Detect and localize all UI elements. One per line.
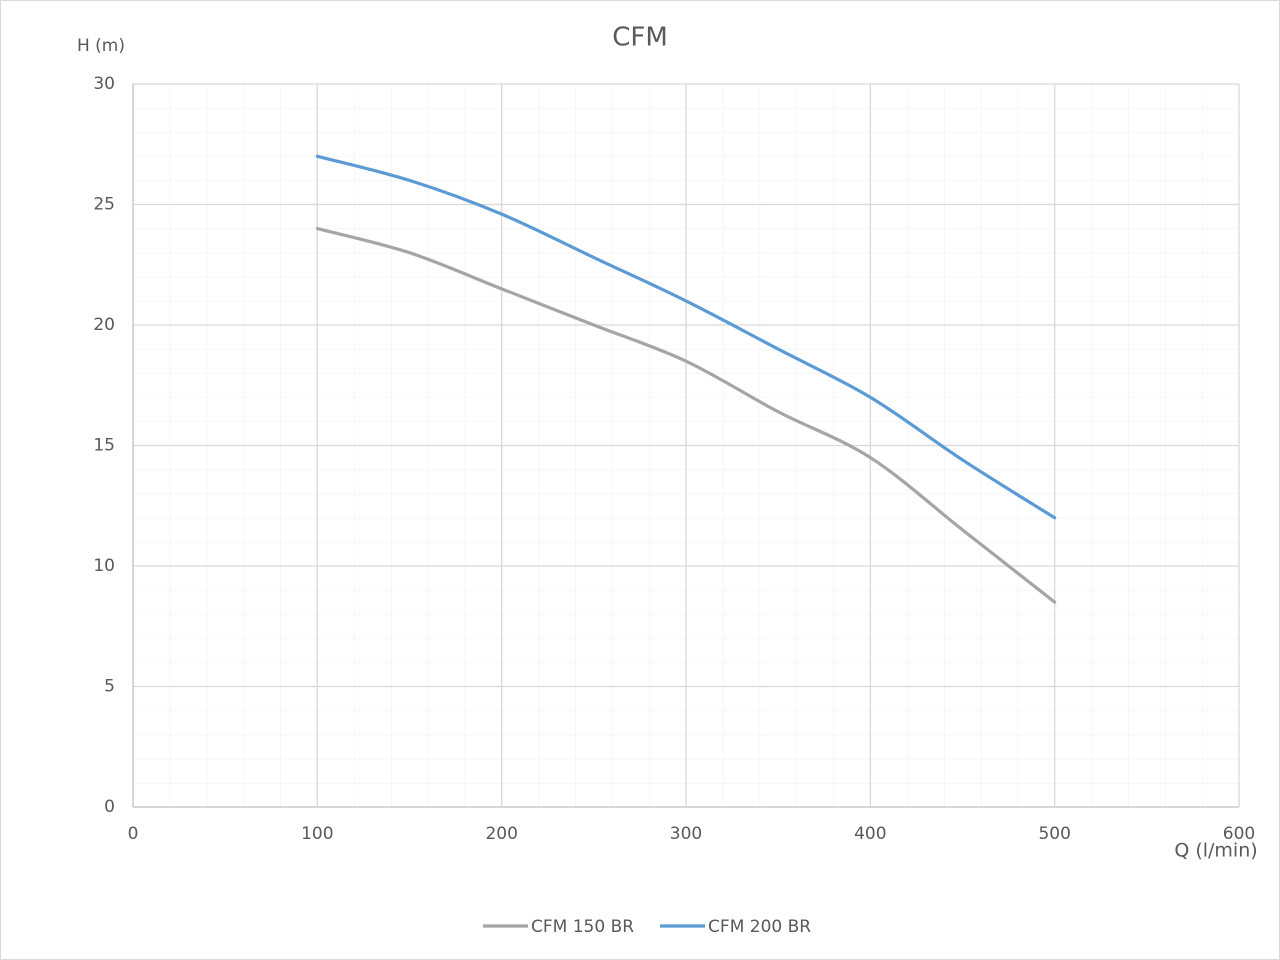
x-tick-label: 200 bbox=[485, 824, 517, 844]
y-tick-label: 20 bbox=[93, 315, 115, 335]
chart-title: CFM bbox=[612, 23, 668, 53]
x-tick-label: 100 bbox=[301, 824, 333, 844]
x-tick-label: 0 bbox=[128, 824, 139, 844]
y-tick-label: 0 bbox=[104, 797, 115, 817]
y-tick-label: 5 bbox=[104, 677, 115, 697]
x-tick-label: 600 bbox=[1223, 824, 1255, 844]
x-axis-title: Q (l/min) bbox=[1174, 840, 1257, 862]
y-tick-label: 25 bbox=[93, 195, 115, 215]
series-line bbox=[315, 154, 1057, 520]
series-line bbox=[315, 227, 1057, 604]
y-tick-label: 15 bbox=[93, 436, 115, 456]
x-tick-label: 400 bbox=[854, 824, 886, 844]
x-tick-label: 300 bbox=[670, 824, 702, 844]
x-tick-label: 500 bbox=[1038, 824, 1070, 844]
legend-label: CFM 150 BR bbox=[531, 917, 634, 937]
legend-label: CFM 200 BR bbox=[708, 917, 811, 937]
y-tick-label: 30 bbox=[93, 74, 115, 94]
y-tick-label: 10 bbox=[93, 556, 115, 576]
y-axis-title: H (m) bbox=[77, 36, 125, 56]
